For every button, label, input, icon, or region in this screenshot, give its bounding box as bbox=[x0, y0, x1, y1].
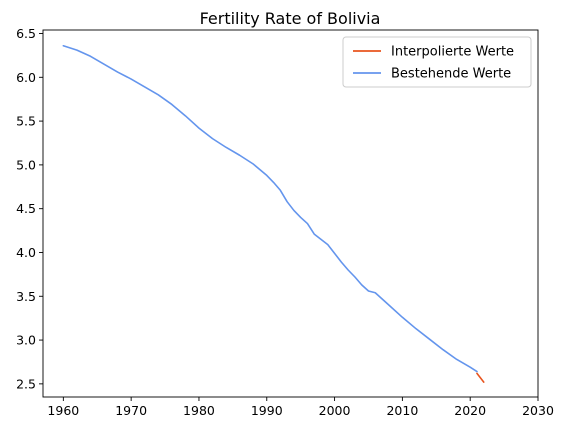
series-line-0 bbox=[476, 372, 485, 383]
legend: Interpolierte Werte Bestehende Werte bbox=[342, 36, 532, 88]
series-line-1 bbox=[62, 44, 478, 373]
y-tick-label: 5.5 bbox=[16, 114, 36, 129]
x-tick-label: 2010 bbox=[386, 403, 418, 418]
x-tick-label: 1960 bbox=[47, 403, 79, 418]
x-tick-label: 1990 bbox=[251, 403, 283, 418]
y-tick-label: 4.0 bbox=[16, 245, 36, 260]
y-tick-label: 6.0 bbox=[16, 70, 36, 85]
x-tick-label: 2000 bbox=[319, 403, 351, 418]
axes-frame bbox=[42, 29, 539, 398]
x-tick-label: 2020 bbox=[454, 403, 486, 418]
y-tick-label: 6.5 bbox=[16, 26, 36, 41]
y-tick-label: 4.5 bbox=[16, 201, 36, 216]
axes: 1960 1970 1980 1990 2000 2010 2020 2030 2.5 3.0 3.… bbox=[16, 26, 554, 418]
y-tick-label: 3.5 bbox=[16, 289, 36, 304]
chart-title: Fertility Rate of Bolivia bbox=[200, 9, 381, 28]
x-tick-label: 2030 bbox=[522, 403, 554, 418]
plot-area bbox=[62, 44, 485, 383]
x-tick-label: 1980 bbox=[183, 403, 215, 418]
x-tick-label: 1970 bbox=[115, 403, 147, 418]
y-tick-label: 5.0 bbox=[16, 157, 36, 172]
y-tick-label: 3.0 bbox=[16, 333, 36, 348]
legend-label-0: Interpolierte Werte bbox=[391, 45, 514, 60]
legend-label-1: Bestehende Werte bbox=[391, 67, 511, 82]
y-tick-label: 2.5 bbox=[16, 376, 36, 391]
legend-box bbox=[342, 36, 532, 88]
